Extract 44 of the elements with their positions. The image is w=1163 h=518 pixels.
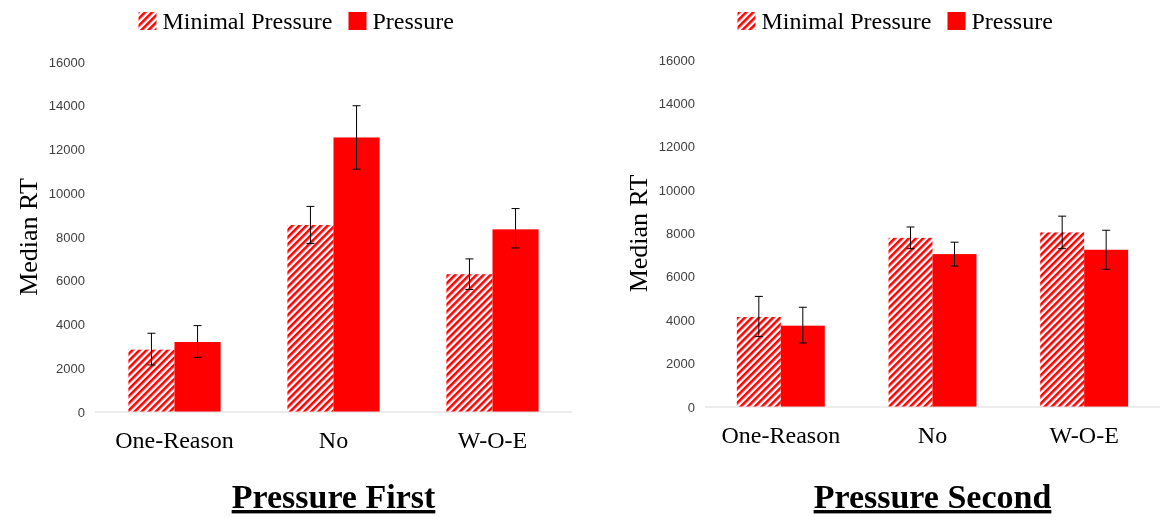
y-tick-label: 0: [687, 399, 695, 415]
y-tick-label: 10000: [658, 182, 695, 198]
y-tick-label: 16000: [48, 54, 85, 70]
y-tick-label: 4000: [56, 317, 85, 333]
x-tick-label: One-Reason: [115, 427, 234, 453]
legend-label: Minimal Pressure: [761, 8, 932, 34]
bar: [932, 254, 977, 407]
y-tick-label: 8000: [56, 229, 85, 245]
y-tick-label: 12000: [48, 142, 85, 158]
text: Pressure Second: [813, 478, 1052, 515]
x-tick-label: One-Reason: [721, 422, 841, 448]
y-tick-label: 4000: [666, 312, 695, 328]
x-tick-label: No: [318, 427, 349, 453]
bar: [736, 317, 781, 407]
y-tick-label: 0: [77, 404, 85, 420]
text: Pressure First: [231, 478, 436, 515]
y-tick-label: 6000: [56, 273, 85, 289]
legend-label: Pressure: [372, 8, 454, 34]
y-tick-label: 6000: [666, 269, 695, 285]
x-tick-label: W-O-E: [457, 427, 528, 453]
bar: [888, 237, 933, 407]
y-tick-label: 14000: [658, 95, 695, 111]
y-axis-title: Median RT: [14, 178, 43, 296]
y-tick-label: 14000: [48, 98, 85, 114]
y-tick-label: 2000: [56, 360, 85, 376]
y-tick-label: 2000: [666, 356, 695, 372]
bar: [780, 325, 825, 407]
bar: [174, 342, 221, 412]
y-tick-label: 8000: [666, 226, 695, 242]
legend-label: Minimal Pressure: [162, 8, 333, 34]
bar: [446, 274, 493, 412]
x-tick-label: No: [917, 422, 948, 448]
bar: [1040, 232, 1085, 407]
bar: [128, 349, 175, 412]
y-tick-label: 16000: [658, 52, 695, 68]
y-tick-label: 12000: [658, 139, 695, 155]
bar: [287, 224, 334, 412]
y-axis-title: Median RT: [624, 174, 653, 293]
x-tick-label: W-O-E: [1049, 422, 1119, 448]
bar: [1084, 249, 1129, 407]
bar: [492, 229, 539, 412]
y-tick-label: 10000: [48, 185, 85, 201]
bar: [333, 137, 380, 412]
legend-label: Pressure: [971, 8, 1053, 34]
